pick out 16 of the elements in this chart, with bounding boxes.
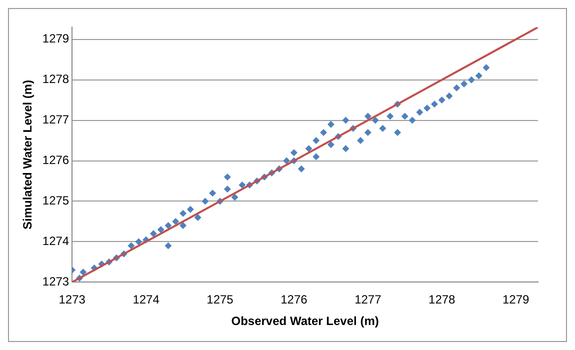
- x-tick-label: 1273: [58, 292, 86, 307]
- y-tick-label: 1277: [42, 112, 70, 127]
- x-tick-label: 1277: [354, 292, 382, 307]
- x-tick-label: 1275: [206, 292, 234, 307]
- x-tick-label: 1278: [428, 292, 456, 307]
- y-tick-label: 1274: [42, 234, 70, 248]
- x-tick-label: 1279: [502, 292, 530, 307]
- y-tick-label: 1276: [42, 153, 70, 168]
- x-axis-title: Observed Water Level (m): [231, 314, 379, 328]
- x-tick-label: 1276: [280, 292, 308, 307]
- y-tick-label: 1278: [42, 72, 70, 86]
- y-tick-label: 1273: [42, 274, 70, 289]
- y-tick-label: 1279: [42, 32, 70, 46]
- y-axis-title: Simulated Water Level (m): [20, 80, 35, 230]
- y-tick-label: 1275: [42, 194, 70, 208]
- x-tick-label: 1274: [132, 292, 160, 307]
